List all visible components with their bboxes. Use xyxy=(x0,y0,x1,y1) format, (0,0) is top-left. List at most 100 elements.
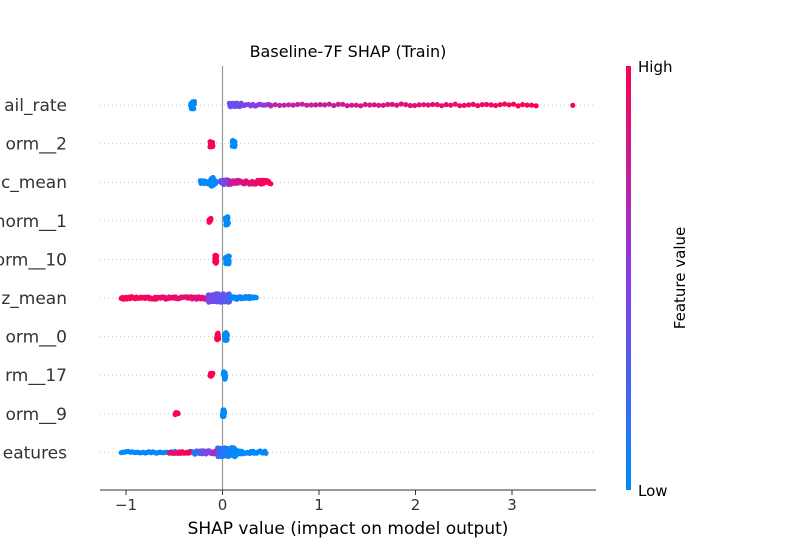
shap-point xyxy=(268,181,274,187)
shap-point xyxy=(191,106,197,112)
shap-point xyxy=(358,103,364,109)
chart-title: Baseline-7F SHAP (Train) xyxy=(250,42,447,61)
shap-point xyxy=(208,215,214,222)
colorbar-low-label: Low xyxy=(638,482,668,500)
shap-point xyxy=(344,103,350,109)
shap-point xyxy=(191,99,198,105)
shap-point xyxy=(479,102,485,108)
feature-label: c_mean xyxy=(1,173,67,193)
shap-point xyxy=(353,102,359,108)
shap-point xyxy=(529,102,535,108)
shap-point xyxy=(457,103,463,109)
shap-point xyxy=(412,102,418,109)
shap-point xyxy=(335,101,341,107)
shap-point xyxy=(493,102,499,109)
shap-point xyxy=(308,102,314,108)
shap-point xyxy=(502,101,508,107)
shap-point xyxy=(510,101,517,107)
shap-point xyxy=(210,143,216,149)
shap-point xyxy=(349,102,355,108)
shap-point xyxy=(331,102,337,109)
shap-point xyxy=(380,102,386,108)
feature-label: eatures xyxy=(3,443,67,463)
x-tick-label: 1 xyxy=(314,496,324,514)
shap-point xyxy=(281,102,287,108)
shap-point xyxy=(439,103,445,109)
shap-point xyxy=(295,101,301,108)
shap-point xyxy=(475,103,481,109)
shap-point xyxy=(443,102,449,108)
shap-point xyxy=(452,101,458,107)
shap-point xyxy=(371,102,377,108)
shap-point xyxy=(362,101,368,108)
shap-point xyxy=(403,102,409,108)
shap-point xyxy=(225,215,231,221)
shap-point xyxy=(484,101,490,108)
shap-point xyxy=(290,102,296,108)
x-tick-label: −1 xyxy=(115,496,137,514)
shap-point xyxy=(430,101,436,108)
shap-point xyxy=(304,102,310,108)
shap-point xyxy=(524,102,530,108)
shap-point xyxy=(210,370,216,376)
shap-point xyxy=(317,102,323,108)
shap-point xyxy=(226,253,232,259)
shap-point xyxy=(222,373,228,379)
shap-point xyxy=(506,102,512,108)
feature-label: norm__1 xyxy=(0,212,67,232)
shap-point xyxy=(470,101,476,107)
shap-point xyxy=(313,102,319,108)
shap-point xyxy=(416,102,422,108)
shap-point xyxy=(466,102,472,108)
shap-point xyxy=(533,103,539,109)
shap-point xyxy=(225,220,231,226)
shap-point xyxy=(211,176,217,182)
shap-point xyxy=(376,102,382,108)
x-axis-ticks: −1 0 1 2 3 xyxy=(115,490,517,514)
shap-point xyxy=(570,102,576,108)
x-tick-label: 3 xyxy=(507,496,517,514)
shap-point xyxy=(214,253,220,259)
feature-labels: ail_rate orm__2 c_mean norm__1 orm__10 z_mean… xyxy=(0,96,67,463)
shap-point xyxy=(488,102,494,108)
shap-point xyxy=(448,102,454,108)
shap-point xyxy=(175,411,181,417)
feature-label: orm__0 xyxy=(6,328,67,348)
shap-point xyxy=(398,101,404,107)
shap-point xyxy=(385,101,391,108)
shap-point xyxy=(322,102,328,108)
shap-point xyxy=(326,101,332,107)
shap-point xyxy=(434,102,440,108)
feature-gridlines xyxy=(100,104,596,453)
shap-point xyxy=(232,142,238,148)
colorbar-title: Feature value xyxy=(671,227,689,329)
colorbar-high-label: High xyxy=(638,58,672,76)
shap-point xyxy=(226,258,232,264)
x-tick-label: 0 xyxy=(218,496,228,514)
shap-point xyxy=(461,102,467,108)
colorbar xyxy=(626,66,631,490)
shap-point xyxy=(407,102,413,109)
shap-point xyxy=(299,101,305,107)
shap-point xyxy=(214,258,220,264)
x-axis-label: SHAP value (impact on model output) xyxy=(188,519,509,539)
feature-label: orm__10 xyxy=(0,250,67,270)
feature-label: ail_rate xyxy=(4,96,67,116)
shap-point xyxy=(263,450,269,456)
shap-point xyxy=(272,102,278,108)
shap-point xyxy=(221,410,227,416)
shap-point xyxy=(421,102,427,108)
shap-points xyxy=(118,99,576,460)
shap-point xyxy=(224,333,230,339)
shap-point xyxy=(515,103,521,109)
shap-point xyxy=(277,102,283,108)
feature-label: orm__2 xyxy=(6,135,67,155)
feature-label: rm__17 xyxy=(5,366,67,386)
shap-point xyxy=(286,102,292,108)
feature-label: z_mean xyxy=(1,289,67,309)
shap-point xyxy=(367,102,373,108)
shap-point xyxy=(497,102,503,108)
shap-point xyxy=(340,101,346,107)
shap-point xyxy=(425,102,431,108)
